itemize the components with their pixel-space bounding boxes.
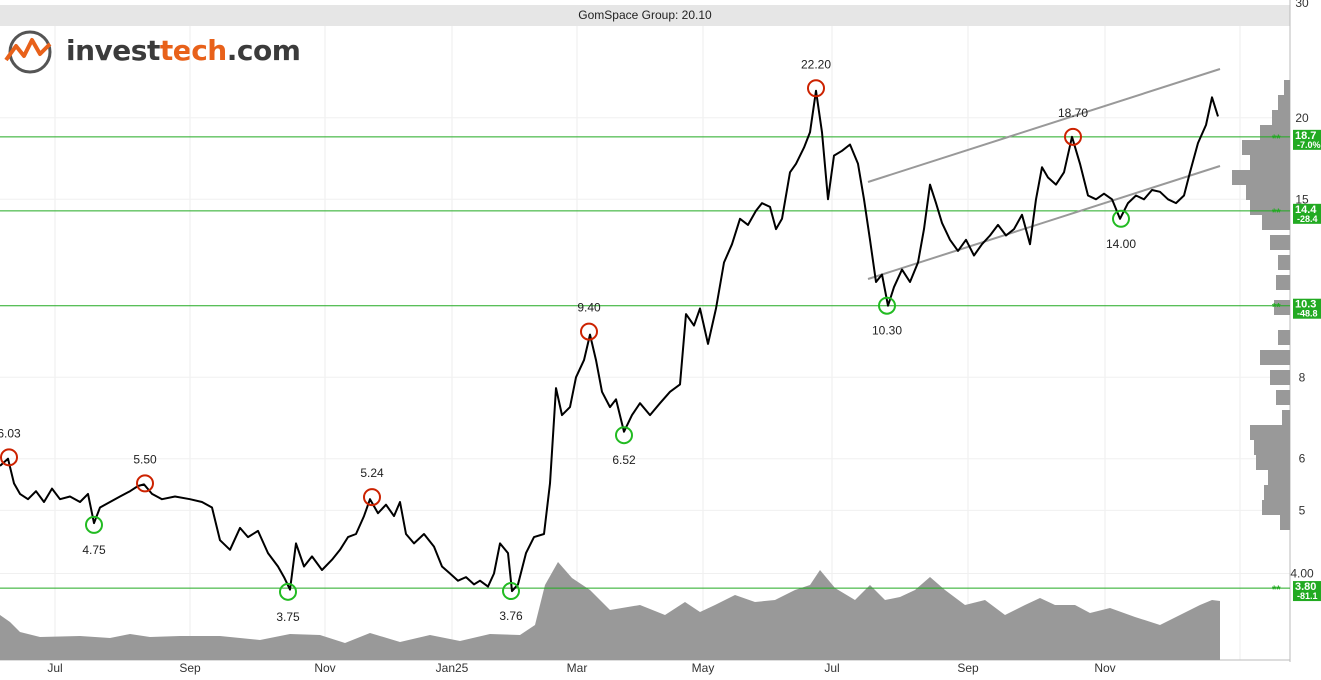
- level-value-label: 3.80: [1295, 581, 1316, 593]
- investtech-logo-icon: [4, 30, 52, 74]
- level-percent-label: -28.4: [1297, 214, 1318, 224]
- pivot-top-marker: [0, 448, 18, 467]
- x-tick-label: Mar: [567, 661, 588, 675]
- logo-part-1: invest: [66, 34, 160, 67]
- pivot-bottom-marker: [1112, 209, 1130, 228]
- pivot-label: 10.30: [872, 324, 902, 338]
- volume-profile-bar: [1270, 235, 1290, 250]
- logo-wordmark: investtech.com: [66, 34, 301, 67]
- volume-profile-bar: [1262, 500, 1290, 515]
- y-tick-label: 20: [1295, 111, 1309, 125]
- pivot-label: 5.24: [360, 466, 384, 480]
- pivot-bottom-marker: [615, 426, 633, 445]
- level-marker: **: [1272, 302, 1281, 314]
- pivot-label: 14.00: [1106, 237, 1136, 251]
- volume-profile-bar: [1278, 330, 1290, 345]
- title-bar: [0, 5, 1290, 26]
- pivot-label: 3.75: [276, 610, 300, 624]
- level-value-label: 18.7: [1295, 130, 1316, 142]
- volume-profile-bar: [1254, 440, 1290, 455]
- pivot-label: 18.70: [1058, 106, 1088, 120]
- x-tick-label: Nov: [1094, 661, 1115, 675]
- trend-channel-upper: [867, 68, 1221, 183]
- pivot-label: 9.40: [577, 301, 601, 315]
- x-tick-label: Jul: [824, 661, 839, 675]
- y-tick-label: 5: [1299, 503, 1306, 517]
- level-marker: **: [1272, 584, 1281, 596]
- pivot-label: 6.03: [0, 426, 21, 440]
- level-percent-label: -48.8: [1297, 309, 1318, 319]
- y-tick-label: 8: [1299, 370, 1306, 384]
- pivot-label: 3.76: [499, 609, 523, 623]
- volume-profile-bar: [1242, 140, 1290, 155]
- level-value-label: 14.4: [1295, 204, 1317, 216]
- volume-profile-bar: [1260, 125, 1290, 140]
- y-tick-label: 6: [1299, 452, 1306, 466]
- level-tag-bg: [1293, 203, 1321, 224]
- volume-profile-bar: [1280, 515, 1290, 530]
- pivot-bottom-marker: [279, 582, 297, 601]
- chart-title: GomSpace Group: 20.10: [578, 8, 712, 22]
- volume-profile-bar: [1276, 275, 1290, 290]
- volume-area: [0, 562, 1220, 660]
- level-percent-label: -81.1: [1297, 591, 1318, 601]
- y-tick-label: 4.00: [1290, 567, 1314, 581]
- level-percent-label: -7.0%: [1297, 140, 1321, 150]
- level-tag-bg: [1293, 581, 1321, 602]
- logo-part-3: .com: [226, 34, 301, 67]
- pivot-label: 6.52: [612, 453, 636, 467]
- volume-profile-bar: [1282, 410, 1290, 425]
- x-tick-label: Jan25: [436, 661, 469, 675]
- volume-profile-bar: [1250, 155, 1290, 170]
- volume-profile-bar: [1278, 255, 1290, 270]
- volume-profile-bar: [1284, 80, 1290, 95]
- volume-profile-bar: [1278, 95, 1290, 110]
- pivot-top-marker: [136, 474, 154, 493]
- x-tick-label: Jul: [47, 661, 62, 675]
- pivot-top-marker: [580, 322, 598, 341]
- level-tag-bg: [1293, 298, 1321, 319]
- volume-profile-bar: [1256, 455, 1290, 470]
- trend-channel-lower: [867, 165, 1221, 280]
- volume-profile-bar: [1232, 170, 1290, 185]
- volume-profile-bar: [1274, 300, 1290, 315]
- volume-profile-bar: [1268, 470, 1290, 485]
- volume-profile-bar: [1246, 185, 1290, 200]
- pivot-bottom-marker: [85, 515, 103, 534]
- pivot-top-marker: [363, 488, 381, 507]
- x-tick-label: Sep: [179, 661, 201, 675]
- y-tick-label: 30: [1295, 0, 1309, 10]
- level-marker: **: [1272, 133, 1281, 145]
- volume-profile-bar: [1276, 390, 1290, 405]
- x-tick-label: May: [692, 661, 715, 675]
- pivot-top-marker: [807, 79, 825, 98]
- level-marker: **: [1272, 207, 1281, 219]
- volume-profile-bar: [1260, 350, 1290, 365]
- pivot-bottom-marker: [502, 582, 520, 601]
- price-line: [0, 89, 1219, 593]
- pivot-top-marker: [1064, 127, 1082, 146]
- pivot-bottom-marker: [878, 296, 896, 315]
- pivot-label: 4.75: [82, 543, 106, 557]
- volume-profile-bar: [1264, 485, 1290, 500]
- y-tick-label: 15: [1295, 192, 1309, 206]
- level-value-label: 10.3: [1295, 299, 1316, 311]
- pivot-label: 22.20: [801, 57, 831, 71]
- logo-part-2: tech: [159, 34, 227, 67]
- x-tick-label: Sep: [957, 661, 979, 675]
- x-tick-label: Nov: [314, 661, 335, 675]
- volume-profile-bar: [1262, 215, 1290, 230]
- volume-profile-bar: [1250, 200, 1290, 215]
- volume-profile-bar: [1272, 110, 1290, 125]
- pivot-label: 5.50: [133, 452, 157, 466]
- volume-profile-bar: [1250, 425, 1290, 440]
- level-tag-bg: [1293, 129, 1321, 150]
- volume-profile-bar: [1270, 370, 1290, 385]
